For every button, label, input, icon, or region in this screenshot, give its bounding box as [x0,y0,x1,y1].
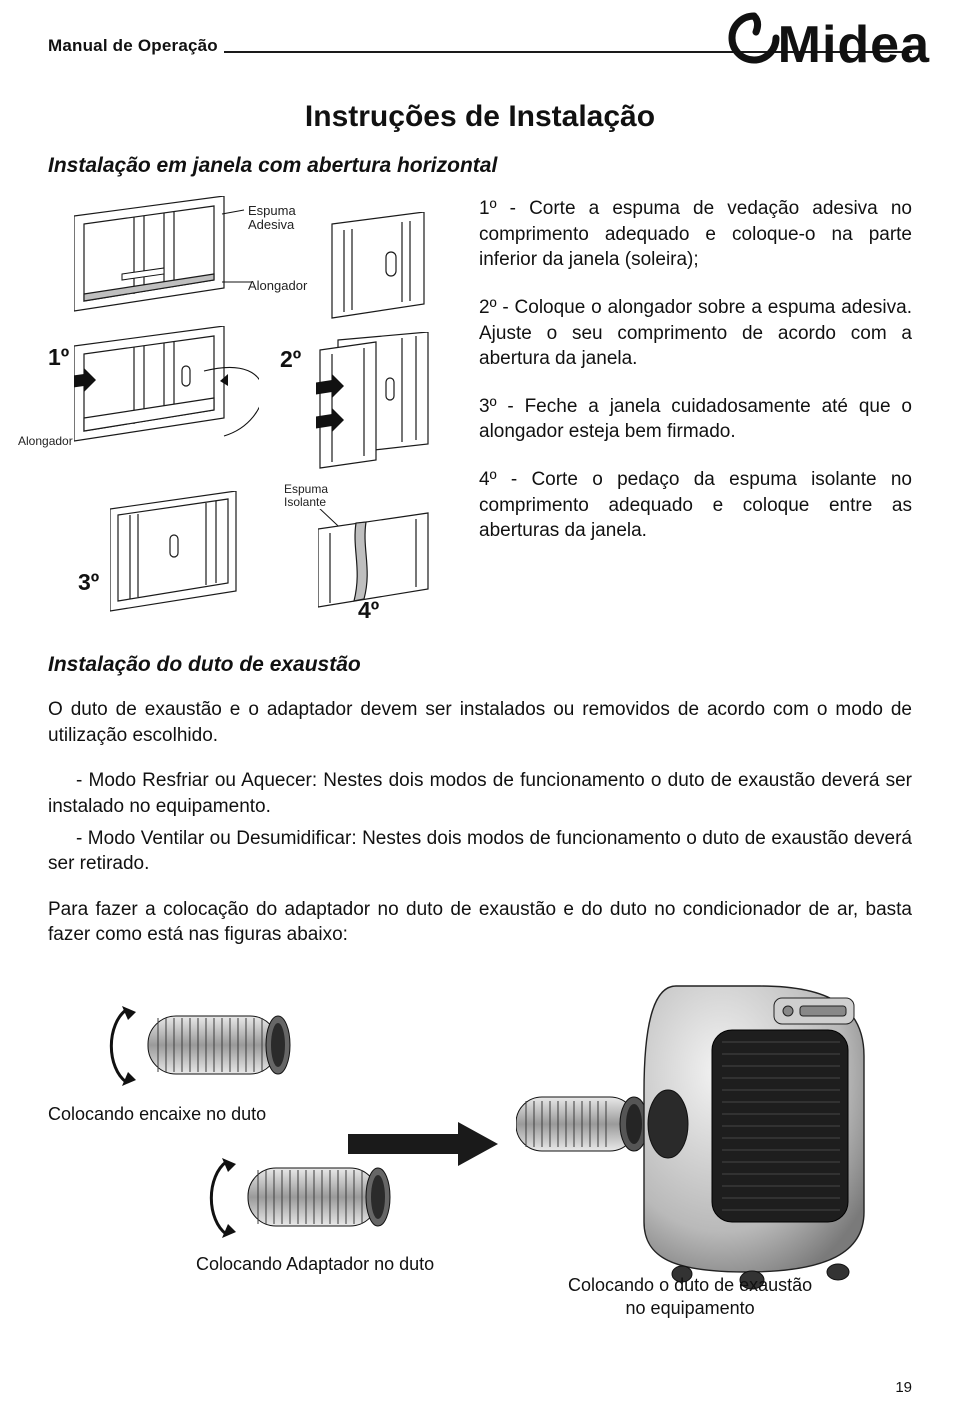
manual-title: Manual de Operação [48,36,218,56]
para-b: - Modo Resfriar ou Aquecer: Nestes dois … [48,768,912,819]
bottom-figures: Colocando encaixe no duto Colocando Adap… [48,972,912,1322]
label-alongador-1: Alongador [248,278,307,293]
caption-1: Colocando encaixe no duto [48,1104,266,1125]
figure-duct-2 [208,1142,408,1257]
step-number-1: 1º [48,344,69,371]
diagram-piece-2 [316,332,446,477]
step-number-3: 3º [78,569,99,596]
diagrams-column: Espuma Adesiva Alongador 1º [48,186,463,631]
label-espuma-adesiva: Espuma Adesiva [248,204,296,231]
para-c: - Modo Ventilar ou Desumidificar: Nestes… [48,826,912,877]
step-text-1: 1º - Corte a espuma de vedação adesiva n… [479,196,912,273]
page-title: Instruções de Instalação [48,100,912,134]
step-text-4: 4º - Corte o pedaço da espuma isolante n… [479,467,912,544]
para-d: Para fazer a colocação do adaptador no d… [48,897,912,948]
brand-logo: Midea [726,10,930,80]
caption-3b: no equipamento [626,1298,755,1318]
figure-ac-unit [516,972,896,1297]
caption-3: Colocando o duto de exaustão no equipame… [568,1274,812,1319]
label-text: Isolante [284,495,326,509]
label-espuma-isolante: Espuma Isolante [284,483,328,508]
caption-3a: Colocando o duto de exaustão [568,1275,812,1295]
step-number-4: 4º [358,597,379,624]
step-text-3: 3º - Feche a janela cuidadosamente até q… [479,394,912,445]
logo-swirl-icon [726,10,782,80]
diagram-frame-3 [110,491,260,621]
page-number: 19 [895,1379,912,1396]
caption-2: Colocando Adaptador no duto [196,1254,434,1275]
label-text: Adesiva [248,217,294,232]
para-a: O duto de exaustão e o adaptador devem s… [48,697,912,748]
diagram-piece-1 [328,212,448,327]
diagram-frame-2 [74,326,259,476]
instruction-text: 1º - Corte a espuma de vedação adesiva n… [479,186,912,631]
step-number-2: 2º [280,346,301,373]
section-subtitle-2: Instalação do duto de exaustão [48,653,912,677]
label-alongador-2: Alongador [18,434,73,448]
brand-text: Midea [778,15,930,75]
diagram-piece-4 [318,509,448,624]
step-text-2: 2º - Coloque o alongador sobre a espuma … [479,295,912,372]
diagram-frame-1 [74,196,259,321]
figure-duct-1 [108,990,308,1105]
section-subtitle-1: Instalação em janela com abertura horizo… [48,154,912,178]
installation-grid: Espuma Adesiva Alongador 1º [48,186,912,631]
